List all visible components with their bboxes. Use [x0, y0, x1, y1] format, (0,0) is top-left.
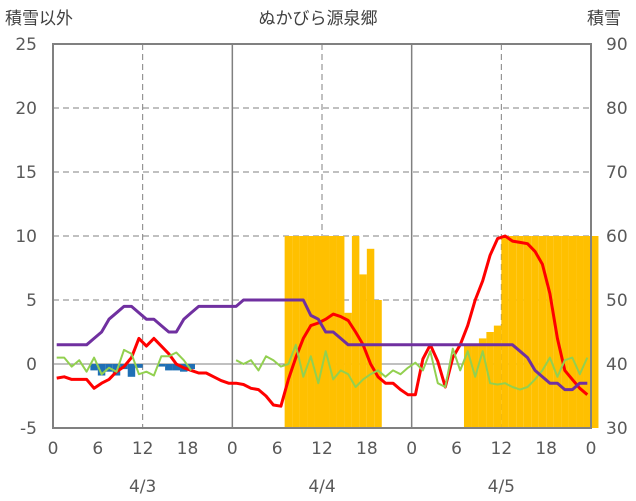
x-tick-label: 6	[272, 439, 283, 459]
left-tick-label: 0	[26, 355, 37, 375]
left-axis-label: 積雪以外	[5, 9, 73, 29]
right-tick-label: 80	[606, 99, 628, 119]
snow-depth-bar	[478, 338, 487, 428]
x-tick-label: 0	[48, 439, 59, 459]
line-layer	[56, 234, 589, 408]
snow-depth-bar	[508, 236, 517, 428]
x-tick-label: 0	[406, 439, 417, 459]
left-tick-label: 10	[15, 227, 37, 247]
day-label: 4/3	[129, 477, 156, 497]
snow-depth-bar	[314, 236, 322, 428]
snow-depth-bar	[284, 236, 293, 428]
precip-bar	[90, 364, 98, 371]
right-tick-label: 50	[606, 291, 628, 311]
snow-depth-bar	[538, 236, 547, 428]
snow-depth-bar	[463, 344, 472, 428]
right-tick-label: 60	[606, 227, 628, 247]
precip-bar	[187, 364, 195, 370]
bar-layer	[90, 236, 599, 428]
left-tick-label: 25	[15, 35, 37, 55]
right-tick-label: 70	[606, 163, 628, 183]
left-tick-label: 15	[15, 163, 37, 183]
snow-depth-bar	[471, 344, 479, 428]
left-tick-label: 5	[26, 291, 37, 311]
x-tick-label: 12	[132, 439, 154, 459]
snow-depth-bar	[299, 236, 308, 428]
snow-depth-bar	[344, 312, 352, 428]
precip-bar	[165, 364, 173, 371]
snow-depth-bar	[583, 236, 591, 428]
precip-bar	[135, 364, 143, 368]
chart-title: ぬかびら源泉郷	[259, 9, 378, 29]
snow-depth-bar	[307, 236, 315, 428]
day-label: 4/4	[308, 477, 335, 497]
right-tick-label: 40	[606, 355, 628, 375]
snow-depth-bar	[493, 325, 502, 428]
series-line	[56, 298, 588, 392]
right-tick-label: 30	[606, 419, 628, 439]
plot-frame	[52, 43, 592, 429]
snow-depth-bar	[546, 236, 554, 428]
x-tick-label: 6	[451, 439, 462, 459]
left-tick-label: -5	[20, 419, 37, 439]
frame-layer	[52, 43, 592, 429]
series-line	[56, 348, 193, 377]
snow-depth-bar	[366, 248, 375, 428]
x-tick-label: 0	[227, 439, 238, 459]
snow-depth-bar	[576, 236, 584, 428]
snow-depth-bar	[531, 236, 539, 428]
snow-depth-bar	[292, 236, 300, 428]
snow-depth-bar	[591, 236, 599, 428]
snow-depth-bar	[523, 236, 532, 428]
right-tick-label: 90	[606, 35, 628, 55]
snow-depth-bar	[568, 236, 577, 428]
snow-depth-bar	[359, 274, 367, 428]
precip-bar	[97, 364, 106, 376]
x-tick-label: 18	[535, 439, 557, 459]
x-tick-label: 12	[311, 439, 333, 459]
snow-depth-bar	[501, 236, 509, 428]
snow-depth-bar	[561, 236, 569, 428]
precip-bar	[172, 364, 181, 371]
x-tick-label: 0	[586, 439, 597, 459]
day-label: 4/5	[488, 477, 515, 497]
left-tick-label: 20	[15, 99, 37, 119]
precip-bar	[127, 364, 136, 377]
precip-bar	[157, 364, 166, 367]
x-tick-label: 6	[92, 439, 103, 459]
snow-depth-bar	[336, 236, 345, 428]
right-axis-label: 積雪	[587, 9, 621, 29]
x-tick-label: 18	[177, 439, 199, 459]
snow-depth-bar	[516, 236, 524, 428]
x-tick-label: 12	[491, 439, 513, 459]
x-tick-label: 18	[356, 439, 378, 459]
series-line	[56, 234, 589, 408]
snow-depth-bar	[374, 300, 382, 428]
series-line	[235, 343, 589, 391]
